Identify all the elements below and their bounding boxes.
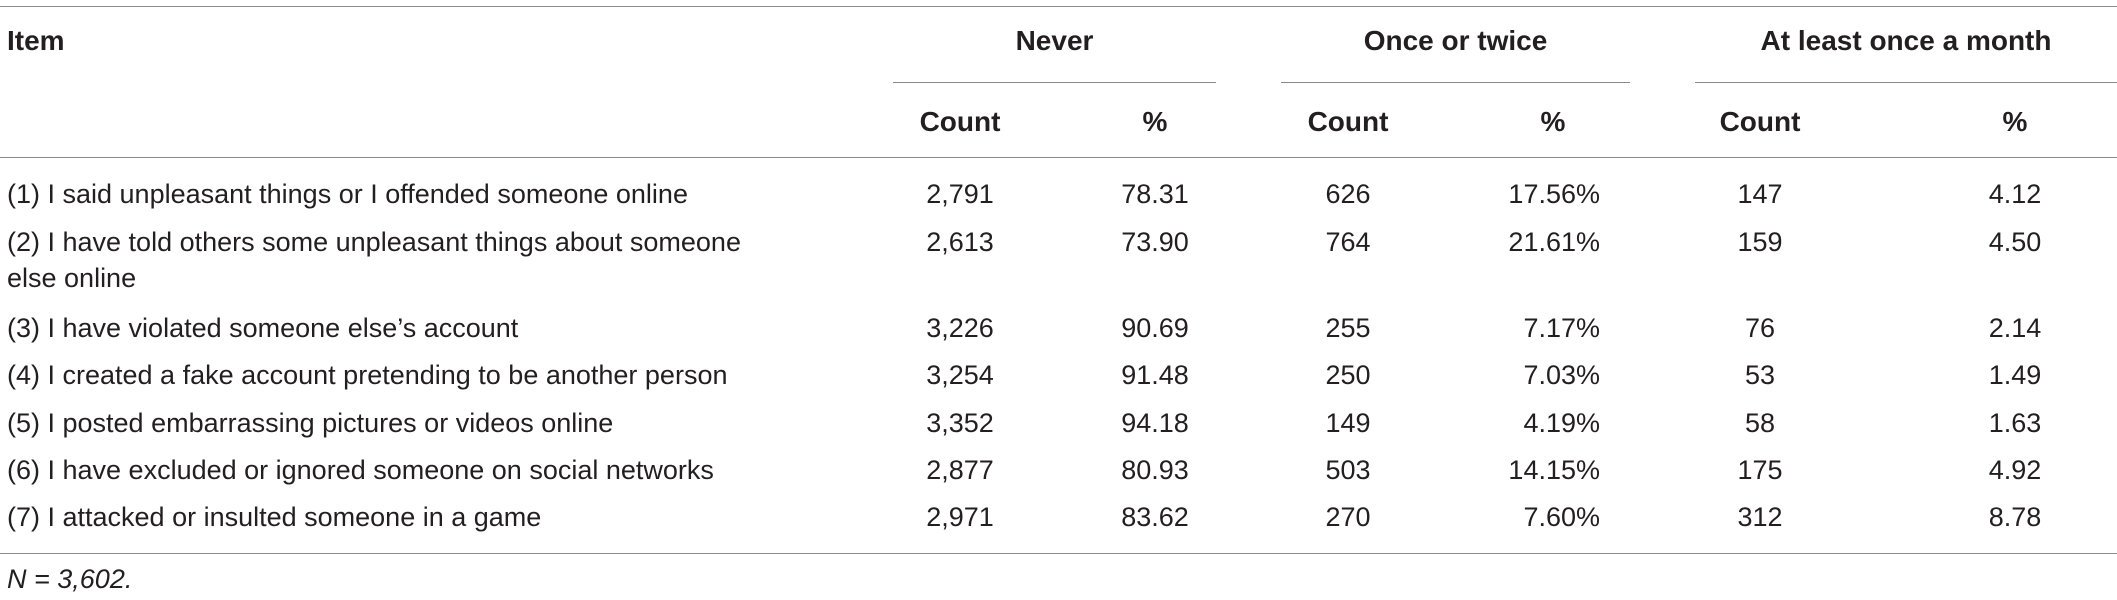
once-percent: 17.56% — [1508, 179, 1600, 209]
monthly-count: 76 — [1744, 313, 1776, 343]
subheader-percent: % — [2002, 106, 2028, 137]
row-item-label: (5) I posted embarrassing pictures or vi… — [7, 408, 614, 438]
once-count: 250 — [1325, 360, 1371, 390]
group-header-once-or-twice: Once or twice — [1363, 25, 1548, 56]
monthly-percent: 1.49 — [1988, 360, 2042, 390]
subheader-count: Count — [1719, 106, 1801, 137]
never-percent: 91.48 — [1121, 360, 1189, 390]
row-item-label: (1) I said unpleasant things or I offend… — [7, 179, 688, 209]
subheader-count: Count — [919, 106, 1001, 137]
subheader-percent: % — [1142, 106, 1168, 137]
once-count: 149 — [1325, 408, 1371, 438]
monthly-percent: 2.14 — [1988, 313, 2042, 343]
never-count: 3,352 — [926, 408, 994, 438]
group-header-monthly: At least once a month — [1760, 25, 2052, 56]
once-count: 255 — [1325, 313, 1371, 343]
monthly-count: 312 — [1737, 502, 1783, 532]
never-count: 2,971 — [926, 502, 994, 532]
group-rule-monthly — [1695, 82, 2117, 83]
once-percent: 4.19% — [1523, 408, 1600, 438]
row-item-label: (2) I have told others some unpleasant t… — [7, 227, 741, 293]
monthly-percent: 1.63 — [1988, 408, 2042, 438]
never-count: 3,254 — [926, 360, 994, 390]
once-count: 764 — [1325, 227, 1371, 257]
monthly-count: 147 — [1737, 179, 1783, 209]
monthly-percent: 4.12 — [1988, 179, 2042, 209]
group-rule-once-or-twice — [1281, 82, 1630, 83]
monthly-count: 159 — [1737, 227, 1783, 257]
once-percent: 7.03% — [1523, 360, 1600, 390]
monthly-percent: 8.78 — [1988, 502, 2042, 532]
never-count: 2,877 — [926, 455, 994, 485]
once-count: 626 — [1325, 179, 1371, 209]
never-count: 2,791 — [926, 179, 994, 209]
monthly-count: 58 — [1744, 408, 1776, 438]
monthly-count: 175 — [1737, 455, 1783, 485]
table-bottom-rule — [0, 553, 2117, 554]
monthly-percent: 4.50 — [1988, 227, 2042, 257]
group-header-never: Never — [1015, 25, 1094, 56]
never-count: 3,226 — [926, 313, 994, 343]
header-bottom-rule — [0, 157, 2117, 158]
monthly-count: 53 — [1744, 360, 1776, 390]
row-item-label: (6) I have excluded or ignored someone o… — [7, 455, 714, 485]
monthly-percent: 4.92 — [1988, 455, 2042, 485]
never-percent: 94.18 — [1121, 408, 1189, 438]
subheader-count: Count — [1307, 106, 1389, 137]
never-percent: 80.93 — [1121, 455, 1189, 485]
never-percent: 78.31 — [1121, 179, 1189, 209]
row-item-label: (7) I attacked or insulted someone in a … — [7, 502, 542, 532]
item-column-header: Item — [7, 25, 65, 56]
once-percent: 21.61% — [1508, 227, 1600, 257]
once-percent: 7.17% — [1523, 313, 1600, 343]
table-footnote: N = 3,602. — [7, 564, 133, 594]
once-percent: 14.15% — [1508, 455, 1600, 485]
row-item-label: (3) I have violated someone else’s accou… — [7, 313, 519, 343]
never-count: 2,613 — [926, 227, 994, 257]
once-count: 270 — [1325, 502, 1371, 532]
never-percent: 83.62 — [1121, 502, 1189, 532]
subheader-percent: % — [1540, 106, 1566, 137]
group-rule-never — [893, 82, 1216, 83]
never-percent: 73.90 — [1121, 227, 1189, 257]
once-count: 503 — [1325, 455, 1371, 485]
never-percent: 90.69 — [1121, 313, 1189, 343]
once-percent: 7.60% — [1523, 502, 1600, 532]
top-rule — [0, 6, 2117, 7]
row-item-label: (4) I created a fake account pretending … — [7, 360, 728, 390]
